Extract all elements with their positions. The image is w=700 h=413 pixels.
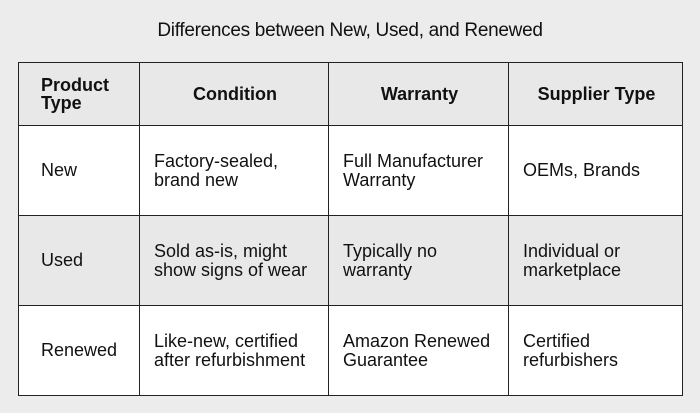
cell-supplier: Certified refurbishers [508, 305, 683, 396]
header-condition: Condition [139, 62, 329, 126]
header-row: Product Type Condition Warranty Supplier… [18, 62, 683, 126]
cell-product: Used [18, 215, 140, 306]
table-title: Differences between New, Used, and Renew… [157, 20, 543, 41]
table-row: New Factory-sealed, brand new Full Manuf… [18, 125, 683, 216]
header-supplier-type: Supplier Type [508, 62, 683, 126]
comparison-table: Product Type Condition Warranty Supplier… [18, 62, 683, 396]
cell-condition: Sold as-is, might show signs of wear [139, 215, 329, 306]
cell-condition: Factory-sealed, brand new [139, 125, 329, 216]
cell-supplier: OEMs, Brands [508, 125, 683, 216]
header-warranty: Warranty [328, 62, 509, 126]
cell-supplier: Individual or marketplace [508, 215, 683, 306]
cell-condition: Like-new, certified after refurbishment [139, 305, 329, 396]
cell-warranty: Amazon Renewed Guarantee [328, 305, 509, 396]
table-row: Renewed Like-new, certified after refurb… [18, 305, 683, 396]
cell-product: New [18, 125, 140, 216]
cell-warranty: Typically no warranty [328, 215, 509, 306]
header-product-type: Product Type [18, 62, 140, 126]
cell-product: Renewed [18, 305, 140, 396]
cell-warranty: Full Manufacturer Warranty [328, 125, 509, 216]
table-row: Used Sold as-is, might show signs of wea… [18, 215, 683, 306]
